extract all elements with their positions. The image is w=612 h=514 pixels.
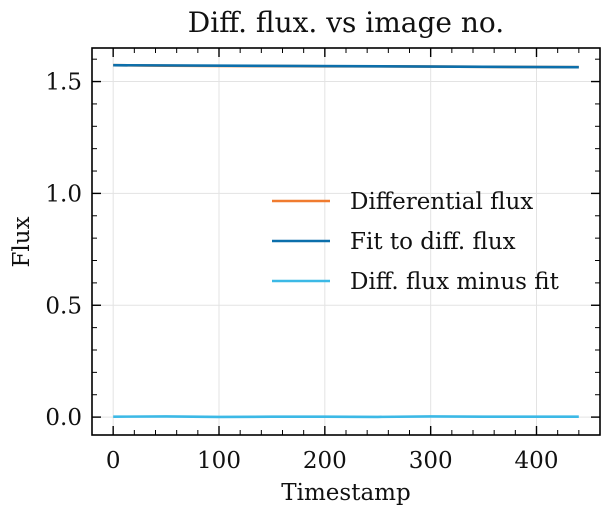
x-tick-label: 200 <box>303 448 347 474</box>
ticks: 0 100 200 300 400 0.0 0.5 1.0 1.5 <box>45 48 601 474</box>
x-tick-label: 100 <box>197 448 241 474</box>
chart-title: Diff. flux. vs image no. <box>188 6 504 39</box>
legend-label-1: Fit to diff. flux <box>350 229 516 255</box>
series-line-2 <box>113 415 579 419</box>
series-line-1 <box>113 63 579 69</box>
x-axis-label: Timestamp <box>281 480 410 506</box>
x-tick-label: 0 <box>106 448 121 474</box>
y-tick-label: 1.0 <box>45 181 82 207</box>
legend-label-0: Differential flux <box>350 189 533 215</box>
plot-frame <box>91 47 601 436</box>
x-tick-label: 400 <box>515 448 559 474</box>
x-tick-label: 300 <box>409 448 453 474</box>
grid <box>92 48 600 435</box>
series-layer <box>113 63 579 419</box>
legend-label-2: Diff. flux minus fit <box>350 269 560 295</box>
y-axis-label: Flux <box>9 216 35 267</box>
y-tick-label: 0.0 <box>45 405 82 431</box>
y-tick-label: 1.5 <box>45 70 82 96</box>
legend: Differential flux Fit to diff. flux Diff. … <box>272 189 560 295</box>
y-tick-label: 0.5 <box>45 293 82 319</box>
